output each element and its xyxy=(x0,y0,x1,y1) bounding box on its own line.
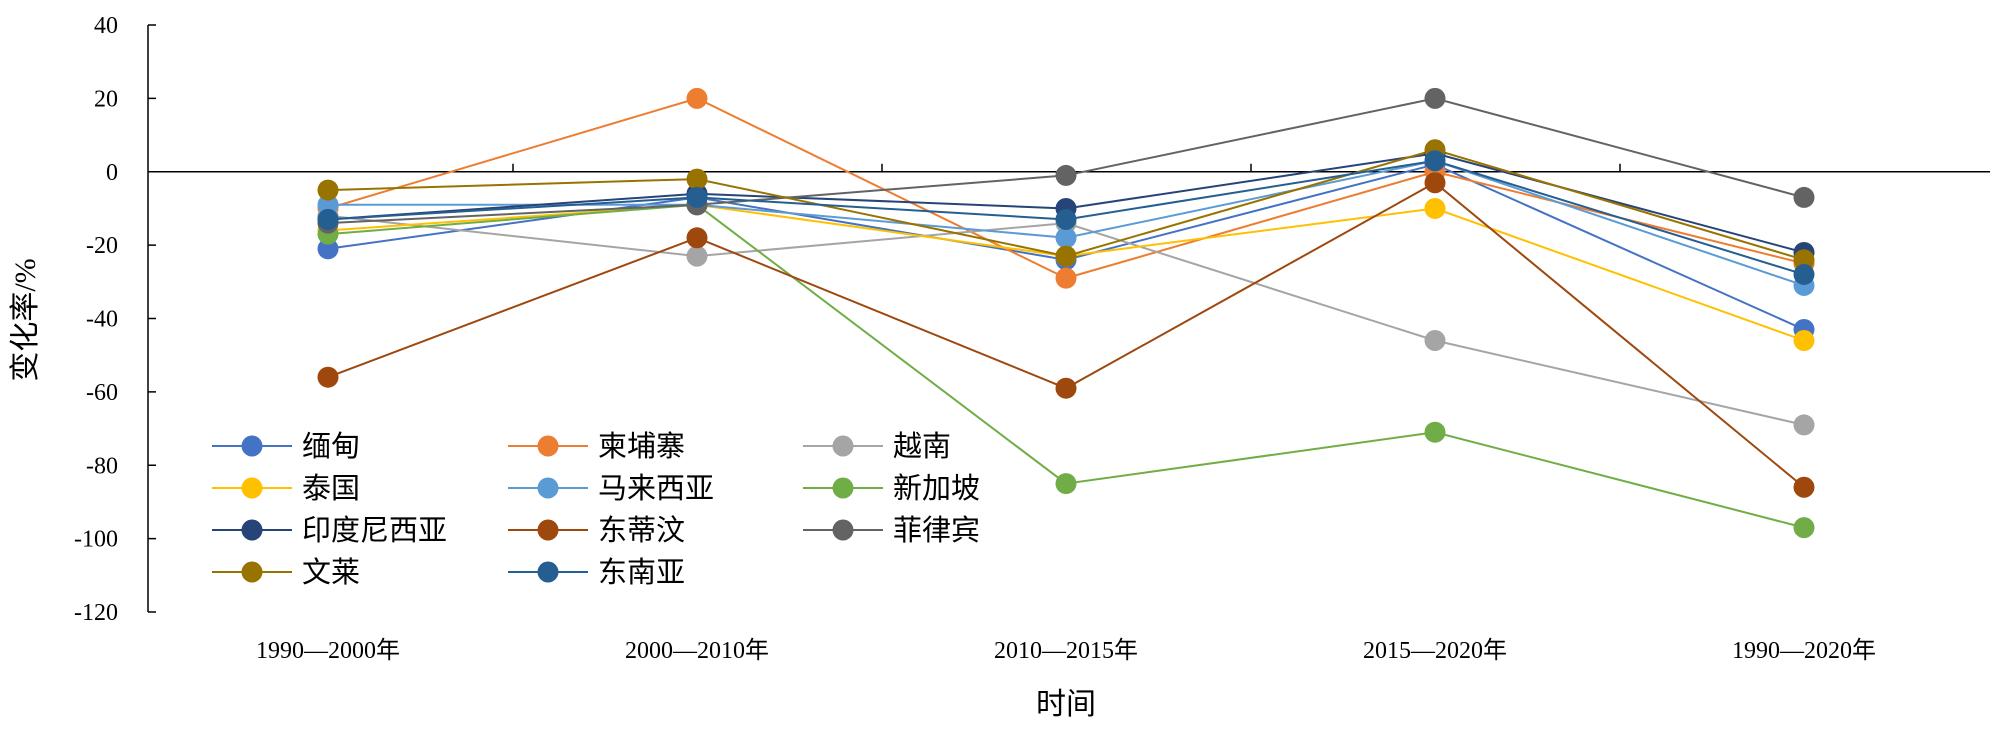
data-point xyxy=(1055,208,1077,230)
data-point xyxy=(1424,197,1446,219)
y-tick-label: -100 xyxy=(74,527,118,553)
legend-marker xyxy=(537,477,559,499)
data-point xyxy=(1424,150,1446,172)
legend-marker xyxy=(241,519,263,541)
legend-item: 柬埔寨 xyxy=(508,430,685,463)
data-point xyxy=(686,186,708,208)
legend-marker xyxy=(241,561,263,583)
data-point xyxy=(1055,377,1077,399)
y-tick-label: -20 xyxy=(86,233,118,259)
x-axis-title: 时间 xyxy=(1036,688,1096,721)
series-lines xyxy=(327,97,1805,529)
data-point xyxy=(1424,330,1446,352)
y-tick-label: -80 xyxy=(86,453,118,479)
legend-item: 泰国 xyxy=(212,472,360,505)
legend-item: 菲律宾 xyxy=(803,514,980,547)
y-tick-label: 20 xyxy=(94,86,118,112)
legend-label: 文莱 xyxy=(302,556,360,589)
data-point xyxy=(1793,249,1815,271)
data-point xyxy=(1424,87,1446,109)
axes: 40 20 0 -20 -40 -60 -80 -100 -120 1990—2000年 2000—… xyxy=(74,13,1990,664)
data-point xyxy=(1793,476,1815,498)
y-axis-title: 变化率/% xyxy=(9,258,42,381)
data-point xyxy=(1055,473,1077,495)
legend-label: 泰国 xyxy=(302,472,360,505)
series-markers xyxy=(317,87,1815,539)
legend-marker xyxy=(537,519,559,541)
data-point xyxy=(1793,263,1815,285)
data-point xyxy=(317,179,339,201)
y-tick-label: -120 xyxy=(74,600,118,626)
legend-item: 印度尼西亚 xyxy=(212,514,447,547)
x-tick-label: 1990—2000年 xyxy=(256,637,400,664)
data-point xyxy=(317,366,339,388)
legend-label: 柬埔寨 xyxy=(598,430,685,463)
legend-label: 缅甸 xyxy=(302,430,360,463)
legend-marker xyxy=(537,561,559,583)
data-point xyxy=(686,227,708,249)
legend-label: 印度尼西亚 xyxy=(302,514,447,547)
data-point xyxy=(1793,517,1815,539)
data-point xyxy=(1793,330,1815,352)
data-point xyxy=(1055,267,1077,289)
data-point xyxy=(1055,245,1077,267)
legend-item: 越南 xyxy=(803,430,951,463)
data-point xyxy=(1055,164,1077,186)
data-point xyxy=(686,87,708,109)
data-point xyxy=(1793,414,1815,436)
legend-label: 马来西亚 xyxy=(598,473,714,505)
data-point xyxy=(317,238,339,260)
y-tick-label: -40 xyxy=(86,307,118,333)
legend-label: 东南亚 xyxy=(598,556,685,589)
legend-item: 新加坡 xyxy=(803,472,980,505)
legend-label: 新加坡 xyxy=(893,472,980,505)
data-point xyxy=(317,208,339,230)
data-point xyxy=(1424,421,1446,443)
data-point xyxy=(686,245,708,267)
legend-item: 缅甸 xyxy=(212,430,360,463)
x-tick-label: 2000—2010年 xyxy=(625,637,769,664)
data-point xyxy=(686,168,708,190)
legend-marker xyxy=(832,477,854,499)
x-tick-label: 2015—2020年 xyxy=(1363,637,1507,664)
y-tick-label: 0 xyxy=(106,160,118,186)
y-tick-label: -60 xyxy=(86,380,118,406)
legend-label: 越南 xyxy=(893,430,951,463)
data-point xyxy=(317,194,339,216)
legend-marker xyxy=(537,435,559,457)
data-point xyxy=(1793,186,1815,208)
legend-marker xyxy=(241,477,263,499)
legend-item: 文莱 xyxy=(212,556,360,589)
data-point xyxy=(1055,227,1077,249)
legend-item: 东南亚 xyxy=(508,556,685,589)
x-tick-label: 2010—2015年 xyxy=(994,637,1138,664)
legend-marker xyxy=(832,519,854,541)
legend-item: 马来西亚 xyxy=(508,473,714,505)
y-tick-label: 40 xyxy=(94,13,118,39)
legend-marker xyxy=(832,435,854,457)
x-tick-label: 1990—2020年 xyxy=(1732,637,1876,664)
legend-label: 东蒂汶 xyxy=(598,514,685,547)
legend-label: 菲律宾 xyxy=(893,514,980,547)
data-point xyxy=(1424,172,1446,194)
legend-marker xyxy=(241,435,263,457)
legend-item: 东蒂汶 xyxy=(508,514,685,547)
